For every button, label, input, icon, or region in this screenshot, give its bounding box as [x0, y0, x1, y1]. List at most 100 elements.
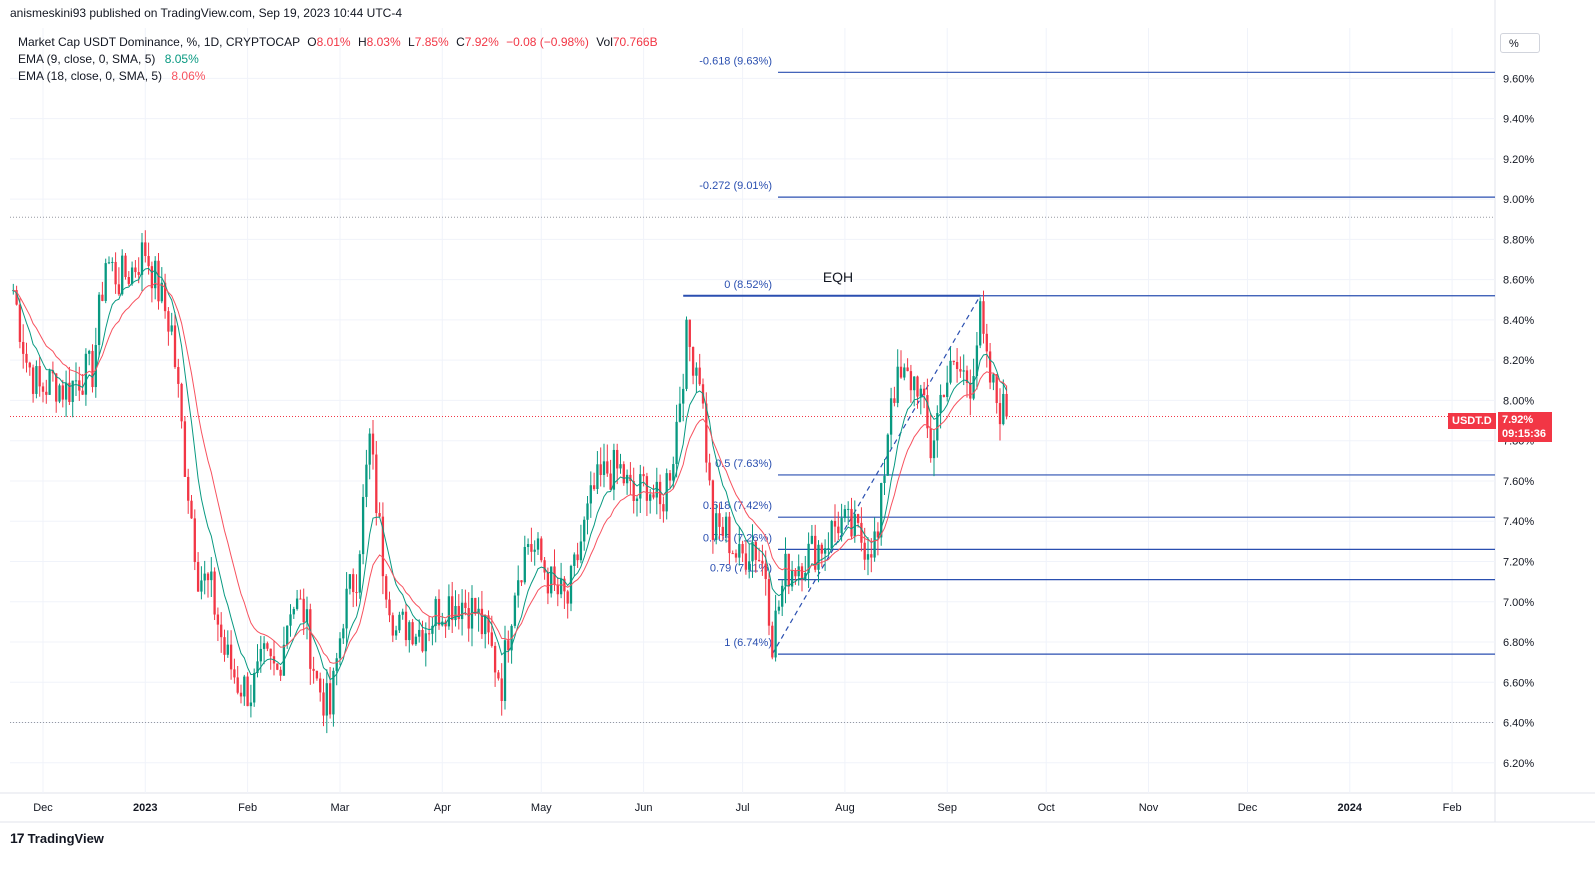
candle-body — [91, 350, 94, 388]
fibonacci-retracement[interactable]: -0.618 (9.63%) -0.272 (9.01%) 0 (8.52%) 0.5… — [699, 55, 1495, 655]
ema18-legend-row[interactable]: EMA (18, close, 0, SMA, 5) 8.06% — [18, 68, 658, 85]
ema9-legend-row[interactable]: EMA (9, close, 0, SMA, 5) 8.05% — [18, 51, 658, 68]
candle-body — [124, 255, 127, 278]
candle-body — [939, 394, 942, 414]
x-tick-label: 2023 — [133, 802, 157, 814]
candle-body — [48, 370, 51, 395]
candle-body — [121, 255, 124, 295]
close-label: C — [456, 35, 465, 49]
candle-body — [724, 516, 728, 536]
candle-body — [711, 480, 715, 540]
candle-body — [15, 290, 18, 305]
candle-body — [695, 367, 698, 376]
symbol-legend-row[interactable]: Market Cap USDT Dominance, %, 1D, CRYPTO… — [18, 34, 658, 51]
candle-body — [1005, 393, 1008, 417]
candle-body — [464, 602, 467, 609]
candle-body — [140, 242, 144, 275]
x-tick-label: Sep — [937, 802, 957, 814]
candle-body — [592, 485, 596, 490]
candle-body — [721, 526, 724, 536]
candle-body — [995, 374, 998, 404]
candle-body — [837, 526, 840, 534]
open-value: 8.01% — [316, 35, 351, 49]
candle-body — [292, 608, 295, 615]
candle-body — [41, 386, 45, 392]
candle-body — [183, 421, 187, 477]
candle-body — [517, 580, 520, 596]
candle-body — [474, 597, 477, 614]
ema9-line — [12, 267, 1008, 681]
high-label: H — [357, 35, 367, 49]
candle-body — [411, 622, 414, 645]
candle-body — [873, 531, 876, 558]
candle-body — [424, 633, 427, 652]
candle-body — [863, 542, 866, 560]
x-tick-label: Nov — [1139, 802, 1159, 814]
time-axis[interactable]: Dec 2023 Feb Mar Apr May Jun Jul Aug Sep Oct Nov Dec… — [33, 802, 1461, 814]
candle-body — [434, 598, 437, 626]
candle-body — [579, 541, 583, 561]
candle-body — [173, 325, 177, 368]
candle-body — [771, 625, 774, 658]
candle-body — [289, 614, 292, 626]
candle-body — [955, 361, 959, 370]
x-tick-label: Dec — [33, 802, 53, 814]
candle-body — [81, 390, 84, 395]
candle-body — [827, 548, 830, 550]
candle-body — [662, 504, 665, 512]
open-label: O — [307, 35, 317, 49]
candle-body — [850, 508, 853, 537]
candle-body — [180, 383, 183, 422]
candle-body — [454, 606, 457, 621]
candle-body — [840, 518, 843, 534]
candle-body — [810, 535, 814, 544]
candle-body — [814, 535, 817, 570]
candle-body — [22, 341, 25, 354]
candle-body — [365, 464, 368, 497]
candle-body — [279, 669, 282, 676]
candle-body — [507, 640, 510, 651]
candle-body — [348, 574, 352, 589]
low-value: 7.85% — [414, 35, 449, 49]
candle-body — [220, 624, 223, 638]
candle-body — [757, 559, 761, 561]
candle-body — [602, 461, 606, 475]
candle-body — [84, 353, 88, 395]
tradingview-logo[interactable]: 17 TradingView — [10, 830, 104, 846]
candle-body — [477, 608, 480, 614]
fib-level-label: 1 (6.74%) — [724, 637, 772, 649]
candle-body — [467, 608, 470, 629]
candle-body — [167, 311, 170, 332]
chart-legend: Market Cap USDT Dominance, %, 1D, CRYPTO… — [18, 34, 658, 85]
candle-body — [233, 669, 236, 678]
candle-body — [163, 282, 167, 312]
candle-body — [556, 584, 559, 595]
candle-body — [137, 272, 140, 275]
candle-body — [609, 473, 612, 490]
candle-body — [583, 519, 586, 542]
candle-body — [427, 633, 431, 635]
candle-body — [38, 366, 41, 387]
candle-body — [25, 353, 28, 363]
candle-body — [355, 592, 358, 594]
candle-body — [493, 645, 497, 673]
percent-scale-button[interactable]: % — [1500, 33, 1540, 53]
candle-body — [295, 598, 299, 609]
volume-value: 70.766B — [612, 35, 658, 49]
candle-body — [101, 294, 104, 301]
fib-level-label: -0.272 (9.01%) — [699, 180, 772, 192]
candle-body — [856, 514, 860, 523]
candle-body — [154, 260, 157, 289]
candle-body — [266, 643, 269, 649]
volume-label: Vol — [596, 35, 613, 49]
candle-body — [566, 591, 569, 604]
candle-body — [520, 580, 523, 583]
candle-body — [262, 643, 266, 649]
candle-body — [421, 629, 424, 652]
candle-body — [187, 476, 190, 501]
candle-body — [134, 267, 137, 273]
fib-level-label: 0 (8.52%) — [724, 279, 772, 291]
y-tick-label: 9.60% — [1503, 73, 1534, 85]
candle-body — [216, 614, 220, 625]
